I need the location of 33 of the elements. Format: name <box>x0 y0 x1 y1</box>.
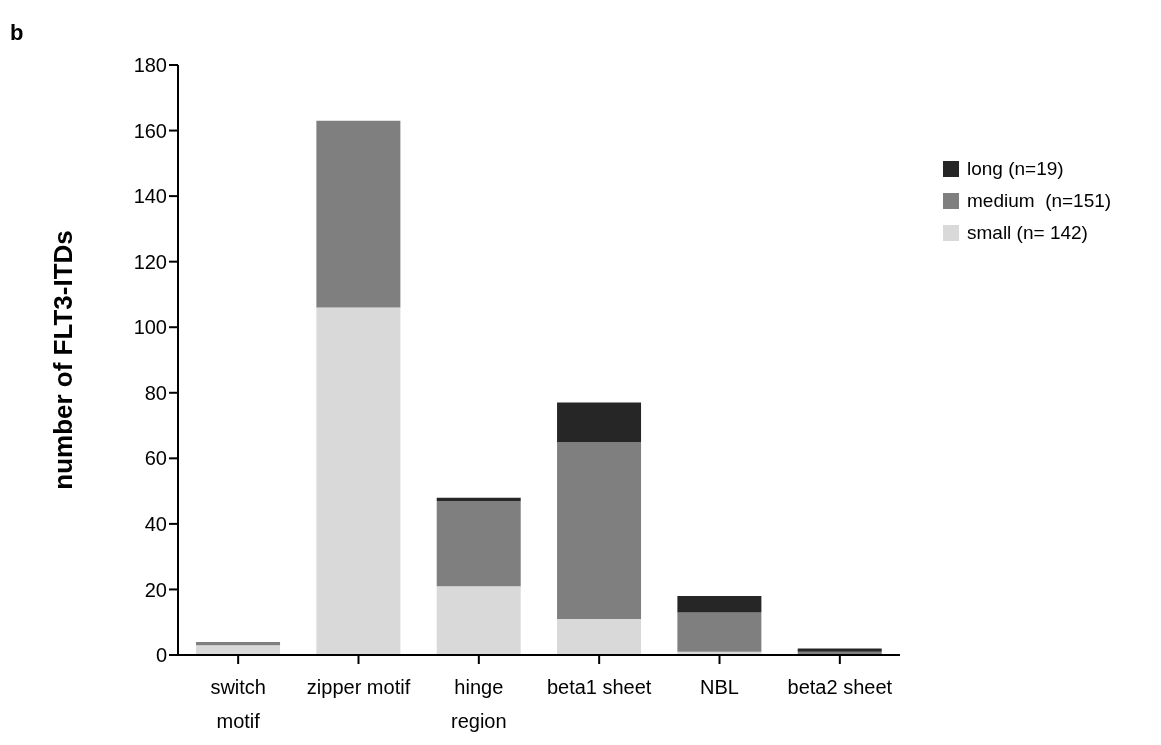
bar <box>436 500 521 587</box>
y-tick-label: 160 <box>133 119 167 142</box>
y-tick-label: 140 <box>133 185 167 208</box>
x-tick-label: hinge region <box>451 676 507 733</box>
bar <box>316 307 401 655</box>
x-tick-label: switch motif <box>210 676 266 733</box>
bar <box>557 441 642 619</box>
bar <box>196 645 281 655</box>
y-axis-title: number of FLT3-ITDs <box>48 230 79 490</box>
legend-label: long (n=19) <box>967 158 1064 180</box>
bar <box>557 618 642 655</box>
bar <box>677 596 762 613</box>
x-tick-label: zipper motif <box>306 676 411 699</box>
bar <box>557 402 642 442</box>
bar <box>196 641 281 646</box>
legend-label: small (n= 142) <box>967 222 1088 244</box>
bar <box>436 497 521 501</box>
x-tick-label: beta2 sheet <box>787 676 893 699</box>
bar <box>436 586 521 655</box>
y-tick-label: 40 <box>144 512 167 535</box>
y-tick-label: 120 <box>133 250 167 273</box>
y-tick-label: 100 <box>133 316 167 339</box>
bar <box>677 612 762 652</box>
chart-title: b <box>10 20 24 46</box>
y-tick-label: 60 <box>144 447 167 470</box>
bar <box>316 120 401 308</box>
legend-label: medium (n=151) <box>967 190 1112 212</box>
y-tick-label: 0 <box>155 644 167 667</box>
x-tick-label: beta1 sheet <box>546 676 652 699</box>
y-tick-label: 20 <box>144 578 167 601</box>
y-tick-label: 80 <box>144 381 167 404</box>
y-tick-label: 180 <box>133 54 167 77</box>
x-tick-label: NBL <box>700 676 739 699</box>
